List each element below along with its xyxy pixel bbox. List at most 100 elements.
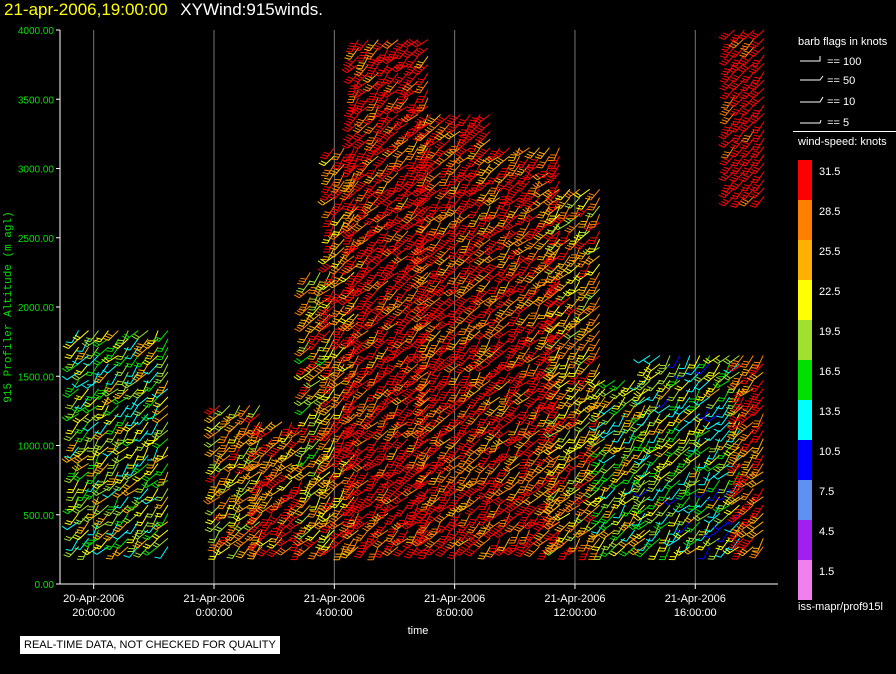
wind-barb	[142, 363, 159, 375]
wind-barb	[227, 454, 241, 469]
wind-barb	[297, 430, 311, 443]
wind-barb	[493, 222, 511, 233]
wind-barb	[72, 471, 89, 482]
wind-barb	[213, 454, 231, 465]
color-swatch	[798, 520, 812, 560]
wind-barb	[314, 330, 331, 341]
color-swatch	[798, 280, 812, 320]
wind-barb	[146, 513, 159, 527]
wind-barb	[234, 413, 251, 425]
wind-barb	[303, 371, 321, 382]
wind-barb	[523, 504, 540, 516]
wind-barb	[453, 429, 471, 440]
wind-barb	[558, 230, 571, 245]
wind-barb	[402, 197, 419, 209]
wind-barb	[371, 196, 389, 207]
wind-barb	[574, 238, 591, 250]
wind-barb	[547, 147, 560, 162]
wind-barb	[213, 463, 231, 473]
wind-barb	[71, 463, 89, 472]
wind-barb	[382, 205, 399, 217]
wind-barb	[306, 330, 321, 343]
wind-barb	[121, 504, 139, 514]
wind-barb	[75, 346, 90, 360]
wind-barb	[144, 346, 159, 360]
wind-barb	[105, 371, 119, 385]
wind-barb	[265, 504, 283, 514]
wind-barb	[64, 346, 80, 359]
wind-barb	[321, 205, 335, 219]
x-tick-label: 21-Apr-2006	[183, 593, 244, 605]
wind-barb	[280, 488, 293, 502]
wind-barb	[454, 546, 471, 556]
wind-barb	[328, 263, 345, 275]
wind-barb	[255, 504, 273, 514]
wind-barb	[643, 363, 661, 373]
wind-barb	[444, 114, 461, 125]
legend-flag-100: == 100	[798, 53, 861, 68]
wind-barb	[713, 513, 730, 524]
wind-barb	[236, 479, 251, 493]
wind-barb	[123, 388, 139, 400]
wind-barb	[405, 371, 419, 386]
wind-barb	[134, 438, 149, 452]
triangle-flag-icon	[800, 75, 824, 81]
color-swatch	[798, 400, 812, 440]
wind-barb	[249, 454, 263, 469]
wind-barb	[91, 496, 109, 505]
wind-barb	[353, 39, 369, 52]
wind-barb	[204, 471, 221, 483]
wind-barb	[125, 413, 139, 427]
wind-barb	[154, 488, 169, 502]
y-tick-label: 0.00	[35, 580, 55, 591]
wind-barb	[381, 39, 399, 49]
wind-barb	[583, 255, 600, 265]
wind-barb	[101, 388, 119, 397]
wind-barb	[65, 488, 80, 502]
wind-barb	[352, 388, 369, 399]
wind-barb	[151, 529, 169, 540]
wind-barb	[237, 421, 251, 436]
wind-barb	[704, 521, 721, 533]
wind-barb	[307, 413, 321, 427]
wind-barb	[72, 504, 89, 514]
wind-barb	[265, 479, 283, 489]
wind-barb	[223, 537, 241, 547]
wind-barb	[746, 521, 764, 531]
wind-barb	[633, 504, 651, 515]
wind-barb	[338, 272, 355, 283]
wind-barb	[317, 546, 335, 556]
wind-barb	[275, 529, 293, 539]
wind-barb	[93, 371, 109, 384]
wind-barb	[72, 413, 89, 424]
y-tick-label: 1500.00	[18, 372, 55, 383]
wind-barb	[207, 529, 221, 544]
wind-barb	[74, 429, 89, 443]
wind-barb	[226, 546, 241, 559]
wind-barb	[142, 529, 159, 541]
wind-barb	[434, 413, 451, 424]
wind-barb	[329, 213, 345, 226]
wind-barb	[92, 446, 109, 457]
wind-barb	[563, 330, 581, 340]
wind-barb	[112, 388, 129, 400]
wind-barb	[577, 538, 591, 552]
wind-barb	[344, 346, 359, 360]
wind-barb	[142, 355, 159, 366]
legend-panel: barb flags in knots == 100 == 50 == 10 =…	[793, 30, 896, 624]
wind-barb	[612, 413, 626, 427]
wind-barb	[65, 355, 80, 369]
wind-barb	[493, 338, 511, 350]
wind-barb	[135, 513, 149, 526]
wind-barb	[342, 139, 359, 149]
legend-flag-5: == 5	[798, 114, 849, 129]
wind-barb	[92, 504, 109, 515]
color-swatch-label: 28.5	[819, 206, 841, 218]
wind-barb	[522, 388, 540, 398]
wind-barb	[543, 521, 561, 530]
wind-barb	[524, 321, 540, 334]
color-swatch-label: 22.5	[819, 286, 841, 298]
wind-barb	[84, 346, 99, 360]
color-swatch	[798, 360, 812, 400]
wind-barb	[133, 429, 149, 442]
